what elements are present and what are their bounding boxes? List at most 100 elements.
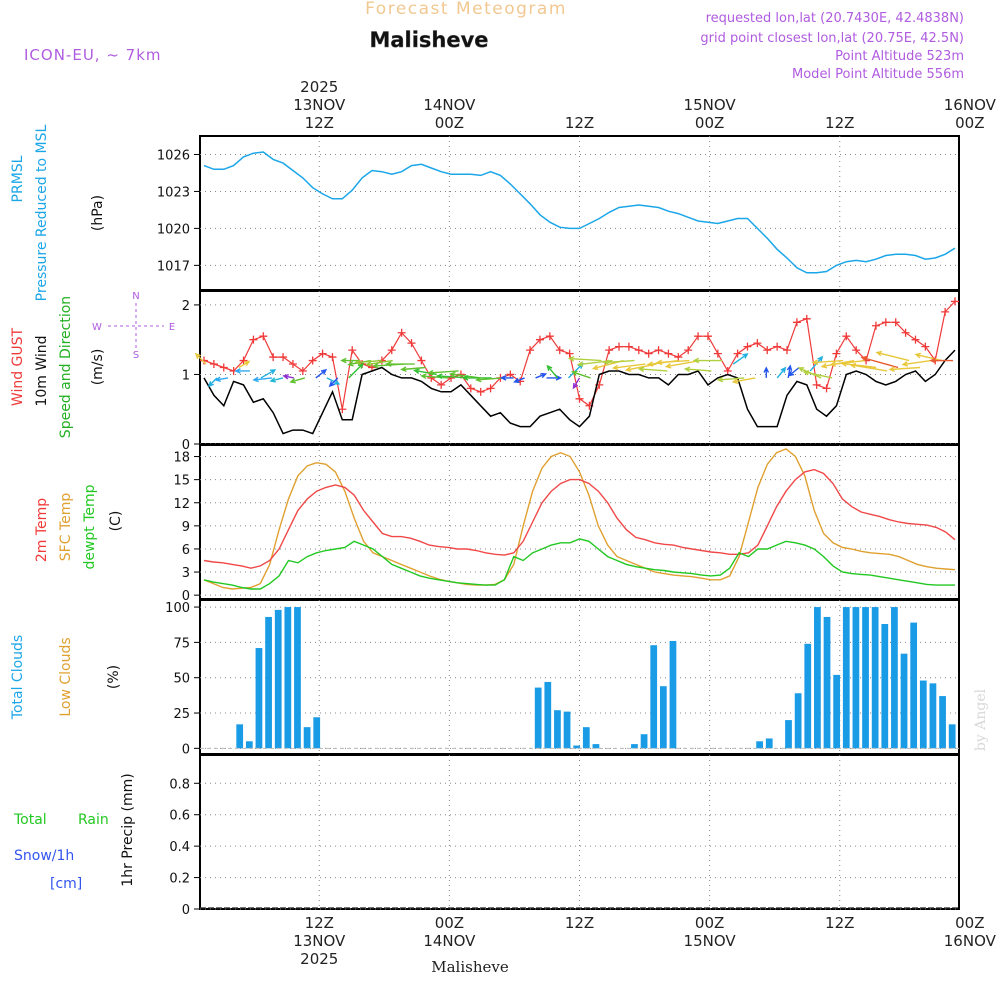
bottom-tick-label: 13NOV — [293, 932, 346, 950]
wind-direction-arrow — [474, 376, 503, 383]
gust-marker — [348, 346, 357, 355]
wind-direction-arrow — [901, 359, 932, 367]
wind-direction-arrow — [683, 366, 712, 373]
wind-direction-arrow — [207, 377, 218, 388]
gust-marker — [526, 346, 535, 355]
cloud-bar — [910, 622, 918, 749]
wind-direction-arrow — [849, 362, 888, 372]
label-total-clouds: Total Clouds — [10, 635, 26, 720]
wind-direction-arrow — [546, 364, 559, 379]
y-tick-label: 1 — [182, 368, 190, 383]
label-sfc-temp: SFC Temp — [58, 493, 74, 562]
wind-direction-arrow — [282, 374, 295, 380]
wind-direction-arrow — [427, 369, 459, 376]
cloud-bar — [842, 607, 850, 749]
wind-direction-arrow — [214, 376, 229, 383]
gust-marker — [891, 318, 900, 327]
bottom-tick-label: 12Z — [305, 914, 334, 932]
wind-direction-arrow — [420, 373, 448, 380]
gust-marker — [763, 346, 772, 355]
label-speed-direction: Speed and Direction — [58, 296, 74, 438]
wind-gust-markers — [200, 297, 959, 414]
gust-marker — [694, 332, 703, 341]
compass-e: E — [169, 322, 175, 333]
gust-marker — [852, 346, 861, 355]
y-tick-label: 25 — [173, 707, 190, 722]
2m-temp-line — [203, 468, 956, 569]
wind-direction-arrow — [572, 377, 581, 390]
y-tick-label: 15 — [173, 474, 190, 489]
label-10m-wind: 10m Wind — [34, 335, 50, 406]
compass-s: S — [133, 350, 139, 361]
wind-direction-arrow — [602, 359, 635, 366]
wind-gust-line — [203, 300, 956, 410]
wind-direction-arrow — [365, 359, 393, 367]
10m-wind-line — [203, 349, 956, 435]
bottom-tick-label: 12Z — [825, 914, 854, 932]
cloud-bar — [756, 741, 763, 749]
wind-direction-arrow — [840, 361, 877, 369]
gust-marker — [842, 332, 851, 341]
gust-marker — [723, 366, 732, 375]
top-tick-label: 13NOV — [293, 96, 346, 114]
cloud-bar — [236, 724, 244, 749]
gust-marker — [417, 356, 426, 365]
label-rain: Rain — [78, 812, 109, 828]
cloud-bar — [554, 710, 561, 749]
gust-marker — [743, 342, 752, 351]
wind-direction-arrow — [260, 369, 277, 379]
cloud-bar — [891, 607, 898, 749]
wind-direction-arrow — [787, 366, 800, 377]
wind-direction-arrow — [929, 357, 953, 364]
wind-direction-arrow — [692, 357, 723, 364]
y-tick-label: 50 — [173, 672, 190, 687]
wind-direction-arrow — [546, 375, 563, 381]
y-tick-label: 0 — [182, 903, 190, 918]
cloud-bar — [265, 616, 272, 749]
wind-direction-arrow — [354, 359, 382, 366]
gust-marker — [437, 380, 446, 389]
y-tick-label: 6 — [182, 543, 190, 558]
bottom-tick-label: 14NOV — [423, 932, 476, 950]
footer-location: Malisheve — [431, 958, 509, 976]
top-title: Forecast Meteogram — [365, 0, 567, 19]
compass-rose: N S W E — [92, 291, 175, 361]
top-tick-label: 00Z — [955, 114, 984, 132]
wind-direction-arrow — [328, 377, 339, 388]
gust-marker — [881, 318, 890, 327]
cloud-bar — [592, 744, 600, 749]
gridpoint-coords: grid point closest lon,lat (20.75E, 42.5… — [700, 31, 964, 46]
top-tick-label: 16NOV — [944, 96, 997, 114]
gust-marker — [703, 332, 712, 341]
gust-marker — [447, 373, 456, 382]
wind-direction-arrow — [340, 357, 360, 364]
cloud-bar — [785, 720, 792, 749]
model-name: ICON-EU, ~ 7km — [24, 46, 162, 64]
wind-direction-arrow — [776, 366, 787, 379]
gust-marker — [624, 342, 633, 351]
label-celsius: (C) — [108, 511, 124, 532]
gust-marker — [783, 346, 792, 355]
gust-marker — [387, 346, 396, 355]
label-ms: (m/s) — [90, 349, 106, 386]
cloud-bar — [900, 653, 908, 749]
gust-marker — [832, 349, 841, 358]
cloud-bar — [939, 696, 946, 749]
y-tick-label: 0.2 — [169, 872, 190, 887]
gust-marker — [664, 349, 673, 358]
gust-marker — [288, 360, 297, 369]
wind-direction-arrow — [413, 368, 437, 376]
wind-direction-arrow — [802, 370, 833, 379]
gust-marker — [802, 314, 811, 323]
gust-marker — [259, 332, 268, 341]
gust-marker — [684, 346, 693, 355]
wind-direction-arrow — [655, 359, 690, 366]
cloud-bar — [833, 674, 841, 749]
cloud-bar — [650, 645, 658, 749]
gust-marker — [219, 363, 228, 372]
gust-marker — [555, 346, 564, 355]
label-total: Total — [13, 812, 47, 828]
